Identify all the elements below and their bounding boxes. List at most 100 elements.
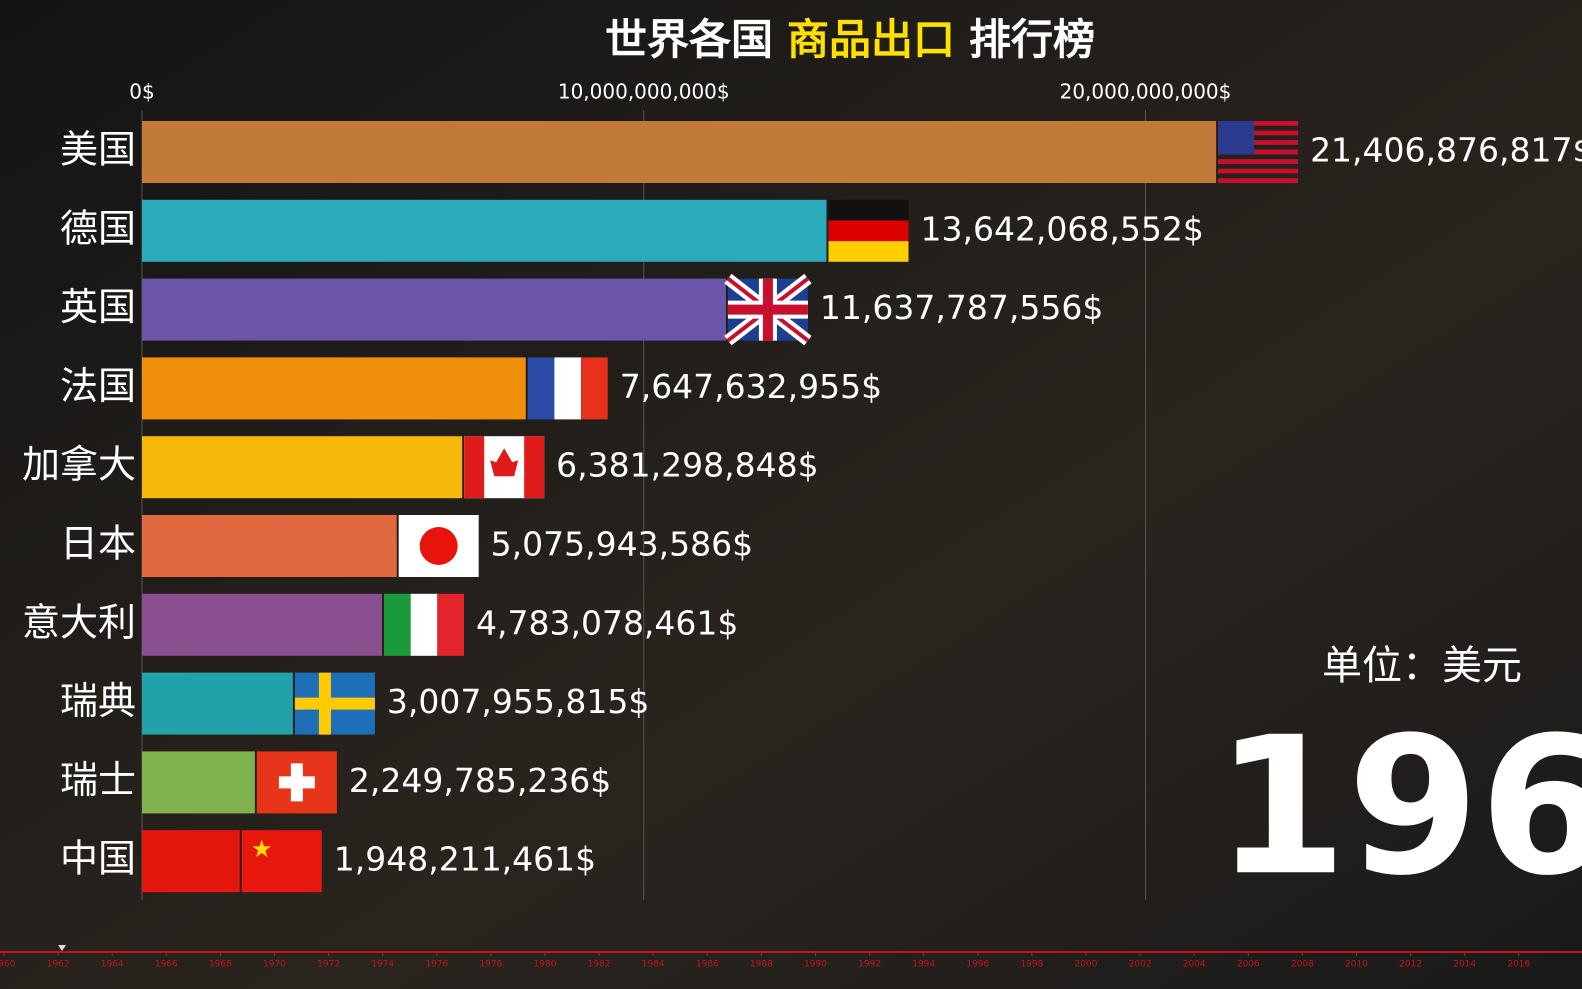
y-tick-label: 日本 [60, 522, 136, 566]
y-tick-label: 加拿大 [22, 443, 136, 487]
flag-part [554, 357, 582, 420]
value-label: 1,948,211,461$ [334, 840, 596, 879]
flag-part [828, 241, 909, 262]
value-label: 3,007,955,815$ [387, 682, 649, 721]
timeline-label: 2002 [1129, 960, 1152, 970]
timeline-label: 1974 [371, 960, 394, 970]
flag: ★ [241, 830, 322, 893]
timeline-label: 2004 [1183, 960, 1206, 970]
value-label: 6,381,298,848$ [556, 446, 818, 485]
timeline-label: 1976 [425, 960, 448, 970]
timeline-label: 1960 [0, 960, 16, 970]
value-label: 11,637,787,556$ [820, 288, 1103, 327]
flag-part [464, 436, 485, 499]
timeline-label: 1980 [534, 960, 557, 970]
timeline-label: 1988 [750, 960, 773, 970]
timeline-label: 1970 [263, 960, 286, 970]
bar [142, 436, 463, 499]
y-tick-label: 瑞典 [60, 679, 136, 723]
bar [142, 751, 255, 814]
flag-part [524, 436, 545, 499]
flag [1218, 121, 1299, 183]
flag-part [241, 830, 322, 893]
bar [142, 121, 1217, 183]
y-tick-label: 瑞士 [60, 758, 136, 802]
timeline-label: 2008 [1291, 960, 1314, 970]
timeline-label: 2000 [1075, 960, 1098, 970]
timeline-marker [58, 945, 66, 951]
x-tick-label: 20,000,000,000$ [1060, 80, 1232, 104]
timeline-label: 2006 [1237, 960, 1260, 970]
flag-part [1218, 121, 1299, 126]
timeline-label: 1982 [588, 960, 611, 970]
flag-part [410, 593, 438, 656]
flag-part [294, 672, 375, 735]
timeline-label: 2010 [1345, 960, 1368, 970]
flag-part [828, 199, 909, 221]
timeline-label: 1978 [479, 960, 502, 970]
flag-part [1218, 168, 1299, 174]
x-tick-label: 10,000,000,000$ [558, 80, 730, 104]
flag [398, 515, 479, 577]
y-tick-label: 意大利 [22, 600, 136, 644]
y-tick-label: 中国 [60, 837, 136, 881]
flag [383, 593, 464, 656]
flag-part [490, 448, 519, 477]
title-part: 商品出口 [787, 15, 955, 64]
flag [294, 672, 375, 735]
title-part: 世界各国 [605, 15, 773, 64]
flag-part [419, 527, 458, 565]
timeline-label: 1962 [47, 960, 70, 970]
bar [142, 278, 726, 341]
flag-part [727, 278, 808, 341]
timeline-label: 1964 [101, 960, 124, 970]
timeline-label: 2016 [1507, 960, 1530, 970]
value-label: 4,783,078,461$ [476, 603, 738, 642]
flag-part: ★ [251, 835, 273, 863]
timeline-label: 1966 [155, 960, 178, 970]
chart-title: 世界各国 商品出口 排行榜 [605, 15, 1095, 64]
y-tick-label: 德国 [60, 206, 136, 250]
timeline-label: 1972 [317, 960, 340, 970]
value-label: 5,075,943,586$ [491, 525, 753, 564]
title-part: 排行榜 [969, 15, 1095, 64]
bar [142, 199, 827, 262]
timeline-label: 1994 [912, 960, 935, 970]
flag [828, 199, 909, 262]
flag-part [1218, 178, 1299, 183]
timeline-label: 1990 [804, 960, 827, 970]
flag-part [383, 593, 411, 656]
bar [142, 593, 382, 656]
bar [142, 357, 526, 420]
flag-part [437, 593, 464, 656]
flag-part [1218, 130, 1299, 136]
timeline-label: 1998 [1020, 960, 1043, 970]
timeline-label: 1996 [966, 960, 989, 970]
timeline-label: 1984 [642, 960, 665, 970]
flag-part [278, 763, 315, 802]
bar [142, 830, 240, 893]
flag-part [828, 220, 909, 242]
unit-label: 单位：美元 [1322, 643, 1522, 689]
y-tick-label: 美国 [60, 128, 136, 172]
flag-part [1218, 140, 1299, 145]
year-label: 196 [1215, 696, 1582, 917]
flag-part [1218, 159, 1299, 164]
y-tick-label: 法国 [60, 364, 136, 408]
timeline-label: 1986 [696, 960, 719, 970]
timeline-label: 2014 [1453, 960, 1476, 970]
value-label: 21,406,876,817$ [1310, 131, 1582, 170]
x-tick-label: 0$ [129, 80, 154, 104]
bar [142, 515, 397, 577]
timeline-label: 1968 [209, 960, 232, 970]
flag-part [1218, 121, 1255, 155]
flag-part [527, 357, 555, 420]
flag [527, 357, 608, 420]
timeline-label: 2012 [1399, 960, 1422, 970]
bar [142, 672, 293, 735]
flag-part [581, 357, 608, 420]
flag [724, 273, 812, 346]
flag [256, 751, 337, 814]
